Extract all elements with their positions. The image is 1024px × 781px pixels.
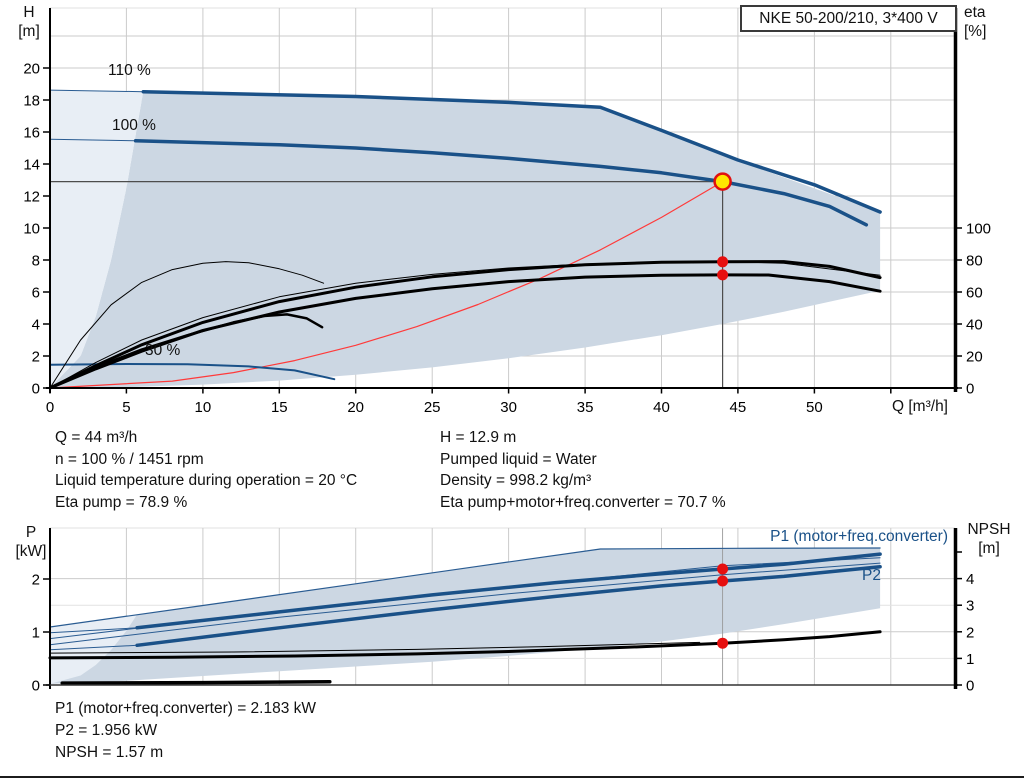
tick-label: 0	[966, 381, 974, 398]
tick-label: 10	[23, 221, 40, 238]
tick-label: 35	[577, 399, 594, 416]
speed-110-lead	[49, 89, 144, 93]
speed-100-label: 100 %	[112, 117, 156, 134]
power-envelope	[50, 548, 881, 684]
power-envelope-top-edge	[49, 547, 881, 628]
speed-110-label: 110 %	[108, 62, 151, 79]
p1-curve	[135, 552, 882, 630]
info-n: n = 100 % / 1451 rpm	[55, 450, 204, 468]
eta-total-point	[717, 269, 729, 281]
tick-label: 20	[966, 349, 983, 366]
p1-lead	[49, 627, 138, 634]
result-p1: P1 (motor+freq.converter) = 2.183 kW	[55, 700, 317, 717]
duty-point-marker	[713, 172, 732, 191]
tick-label: 80	[966, 253, 983, 270]
info-q: Q = 44 m³/h	[55, 429, 138, 446]
speed-110-curve	[141, 89, 882, 214]
result-npsh: NPSH = 1.57 m	[55, 744, 164, 761]
p2-point	[717, 575, 729, 587]
npsh-axis-title: NPSH [m]	[967, 521, 1011, 557]
tick-label: 20	[347, 399, 364, 416]
tick-label: 0	[32, 678, 40, 695]
tick-label: 0	[966, 678, 974, 695]
tick-label: 2	[32, 349, 40, 366]
npsh-curve	[48, 630, 882, 660]
tick-label: 60	[966, 285, 983, 302]
speed-100-lead	[49, 138, 137, 142]
tick-label: 12	[23, 189, 40, 206]
tick-label: 1	[966, 651, 974, 668]
p1-speed-family-b	[49, 562, 881, 646]
info-h: H = 12.9 m	[440, 429, 517, 446]
eta-total-curve	[48, 273, 882, 390]
eta-low-speed-arc	[49, 261, 325, 389]
info-temp: Liquid temperature during operation = 20…	[55, 472, 358, 489]
tick-label: 0	[32, 381, 40, 398]
tick-label: 16	[23, 125, 40, 142]
pump-title-box: NKE 50-200/210, 3*400 V	[740, 5, 957, 32]
tick-label: 20	[23, 61, 40, 78]
npsh-thin	[49, 641, 701, 654]
tick-label: 4	[966, 571, 974, 588]
tick-label: 50	[806, 399, 823, 416]
info-eta-pump: Eta pump = 78.9 %	[55, 493, 188, 511]
low-flow-wedge	[50, 90, 144, 388]
tick-label: 8	[32, 253, 40, 270]
eta-pump-curve	[48, 260, 882, 390]
tick-label: 15	[271, 399, 288, 416]
result-panel: P1 (motor+freq.converter) = 2.183 kW P2 …	[55, 698, 316, 764]
tick-label: 14	[23, 157, 40, 174]
tick-label: 2	[966, 624, 974, 641]
q-axis-title: Q [m³/h]	[892, 398, 948, 415]
speed-30-curve	[49, 363, 336, 381]
p2-lead	[49, 644, 138, 651]
npsh-point	[717, 637, 729, 649]
info-eta-total: Eta pump+motor+freq.converter = 70.7 %	[440, 493, 726, 511]
tick-label: 18	[23, 93, 40, 110]
operating-envelope	[50, 91, 881, 388]
tick-label: 25	[424, 399, 441, 416]
p2-curve	[135, 565, 882, 648]
tick-label: 40	[653, 399, 670, 416]
duty-info-left: Q = 44 m³/h n = 100 % / 1451 rpm Liquid …	[55, 427, 357, 513]
tick-label: 6	[32, 285, 40, 302]
tick-label: 100	[966, 221, 991, 238]
speed-100-curve	[133, 139, 869, 227]
tick-label: 45	[730, 399, 747, 416]
speed-30-label: 30 %	[145, 342, 181, 359]
result-p2: P2 = 1.956 kW	[55, 722, 158, 739]
p-min-speed	[60, 680, 332, 685]
page-bottom-rule	[0, 776, 1024, 778]
system-curve	[49, 181, 724, 389]
h-axis-title: H [m]	[18, 4, 40, 40]
tick-label: 2	[32, 572, 40, 589]
p-axis-title: P [kW]	[15, 524, 47, 560]
tick-label: 10	[195, 399, 212, 416]
info-density: Density = 998.2 kg/m³	[440, 472, 592, 489]
eta-axis-title: eta [%]	[964, 4, 987, 40]
tick-label: 40	[966, 317, 983, 334]
p2-curve-label: P2	[862, 567, 881, 584]
p1-point	[717, 563, 729, 575]
duty-info-right: H = 12.9 m Pumped liquid = Water Density…	[440, 427, 726, 513]
eta-pump-point	[717, 256, 729, 268]
tick-label: 30	[500, 399, 517, 416]
p1-curve-label: P1 (motor+freq.converter)	[770, 528, 948, 545]
tick-label: 4	[32, 317, 40, 334]
tick-label: 3	[966, 598, 974, 615]
tick-label: 1	[32, 625, 40, 642]
tick-label: 0	[46, 399, 54, 416]
tick-label: 5	[122, 399, 130, 416]
info-liquid: Pumped liquid = Water	[440, 450, 597, 468]
